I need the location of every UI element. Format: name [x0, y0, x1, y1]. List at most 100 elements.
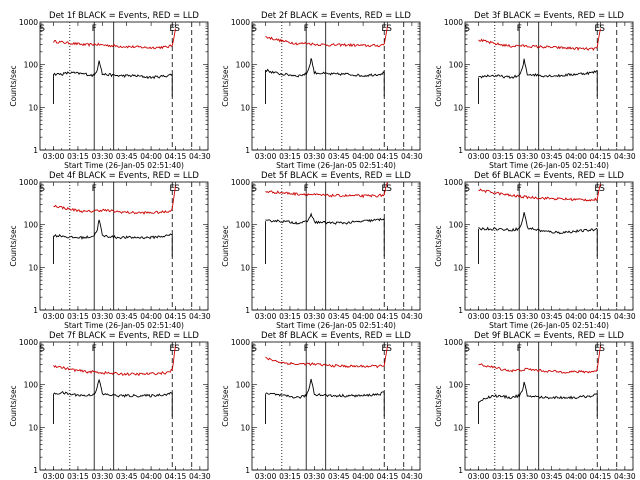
chart-panel-1: Det 1f BLACK = Events, RED = LLD 1 10 100 10…: [9, 11, 211, 170]
y-tick-label: 1: [33, 146, 38, 155]
y-tick-label: 1000: [19, 18, 38, 27]
x-tick-label: 04:00: [565, 472, 587, 480]
x-tick-label: 03:30: [304, 472, 326, 480]
events-series-line: [478, 381, 598, 404]
lld-series-line: [265, 346, 388, 369]
event-marker-label: F: [304, 184, 309, 194]
events-series-line: [265, 378, 385, 399]
event-marker-label: S: [174, 184, 180, 194]
events-series-line: [265, 212, 385, 225]
x-tick-label: 04:30: [189, 472, 211, 480]
y-axis-title: Counts/sec: [9, 385, 18, 426]
x-tick-label: 04:30: [401, 152, 423, 161]
x-tick-label: 03:30: [304, 312, 326, 321]
x-tick-label: 03:45: [328, 312, 350, 321]
y-tick-label: 1: [458, 306, 463, 315]
y-tick-label: 1: [33, 306, 38, 315]
y-tick-label: 10: [453, 103, 463, 112]
x-tick-label: 04:00: [565, 312, 587, 321]
x-tick-label: 03:30: [92, 312, 114, 321]
x-tick-label: 04:00: [140, 472, 162, 480]
event-marker-label: E: [169, 344, 175, 354]
lld-series-line: [478, 346, 601, 374]
plot-frame: [39, 21, 209, 151]
x-tick-label: 03:00: [468, 472, 490, 480]
y-axis-title: Counts/sec: [9, 65, 18, 106]
y-tick-label: 1000: [444, 18, 463, 27]
y-tick-label: 100: [449, 221, 464, 230]
x-tick-label: 03:30: [517, 312, 539, 321]
y-tick-label: 100: [24, 221, 39, 230]
x-axis-title: Start Time (26-Jan-05 02:51:40): [276, 321, 396, 330]
event-marker-label: E: [381, 344, 387, 354]
event-marker-label: F: [517, 24, 522, 34]
chart-title: Det 4f BLACK = Events, RED = LLD: [49, 171, 199, 181]
events-series-line: [53, 60, 173, 80]
y-tick-label: 10: [453, 423, 463, 432]
x-tick-label: 03:00: [468, 152, 490, 161]
event-marker-label: E: [594, 344, 600, 354]
events-series-line: [478, 212, 598, 235]
x-tick-label: 03:15: [492, 472, 514, 480]
x-tick-label: 03:00: [43, 152, 65, 161]
event-marker-label: E: [381, 184, 387, 194]
x-tick-label: 04:00: [565, 152, 587, 161]
x-tick-label: 03:45: [541, 472, 563, 480]
y-tick-label: 1: [458, 146, 463, 155]
chart-title: Det 8f BLACK = Events, RED = LLD: [261, 331, 411, 341]
chart-title: Det 3f BLACK = Events, RED = LLD: [474, 11, 624, 21]
x-tick-label: 04:30: [614, 152, 636, 161]
lld-series-line: [53, 346, 176, 377]
y-axis-title: Counts/sec: [9, 225, 18, 266]
chart-title: Det 9f BLACK = Events, RED = LLD: [474, 331, 624, 341]
lld-series-line: [53, 28, 176, 50]
x-tick-label: 04:15: [165, 152, 187, 161]
x-tick-label: 03:00: [255, 472, 277, 480]
plot-frame: [251, 21, 421, 151]
x-tick-label: 04:15: [590, 472, 612, 480]
event-marker-label: F: [92, 344, 97, 354]
x-tick-label: 03:15: [67, 152, 89, 161]
x-tick-label: 03:45: [541, 312, 563, 321]
event-marker-label: S: [251, 24, 257, 34]
chart-panel-3: Det 3f BLACK = Events, RED = LLD 1 10 100 10…: [434, 11, 636, 170]
x-tick-label: 03:15: [67, 472, 89, 480]
x-tick-label: 03:15: [279, 472, 301, 480]
y-axis-title: Counts/sec: [434, 65, 443, 106]
event-marker-label: S: [599, 24, 605, 34]
x-tick-label: 04:30: [401, 312, 423, 321]
y-tick-label: 100: [449, 61, 464, 70]
chart-panel-9: Det 9f BLACK = Events, RED = LLD 1 10 100 10…: [434, 331, 636, 480]
y-axis-title: Counts/sec: [221, 65, 230, 106]
chart-title: Det 7f BLACK = Events, RED = LLD: [49, 331, 199, 341]
y-tick-label: 1000: [231, 178, 250, 187]
x-tick-label: 04:30: [614, 472, 636, 480]
x-tick-label: 03:15: [492, 312, 514, 321]
event-marker-label: F: [92, 24, 97, 34]
event-marker-label: S: [39, 24, 45, 34]
x-tick-label: 03:45: [116, 472, 138, 480]
x-tick-label: 04:15: [590, 152, 612, 161]
y-tick-label: 1: [245, 306, 250, 315]
event-marker-label: F: [92, 184, 97, 194]
event-marker-label: F: [304, 24, 309, 34]
y-tick-label: 100: [24, 381, 39, 390]
chart-title: Det 5f BLACK = Events, RED = LLD: [261, 171, 411, 181]
event-marker-label: S: [39, 344, 45, 354]
plot-frame: [464, 181, 634, 311]
events-series-line: [265, 58, 385, 78]
y-tick-label: 1000: [231, 338, 250, 347]
y-tick-label: 1000: [444, 178, 463, 187]
x-axis-title: Start Time (26-Jan-05 02:51:40): [64, 161, 184, 170]
events-series-line: [478, 58, 598, 80]
y-tick-label: 1000: [19, 178, 38, 187]
x-tick-label: 03:45: [541, 152, 563, 161]
x-tick-label: 03:45: [328, 472, 350, 480]
chart-title: Det 6f BLACK = Events, RED = LLD: [474, 171, 624, 181]
plot-frame: [251, 341, 421, 471]
event-marker-label: E: [594, 184, 600, 194]
x-tick-label: 03:30: [92, 472, 114, 480]
x-axis-title: Start Time (26-Jan-05 02:51:40): [489, 321, 609, 330]
x-tick-label: 03:15: [67, 312, 89, 321]
x-tick-label: 03:30: [517, 472, 539, 480]
